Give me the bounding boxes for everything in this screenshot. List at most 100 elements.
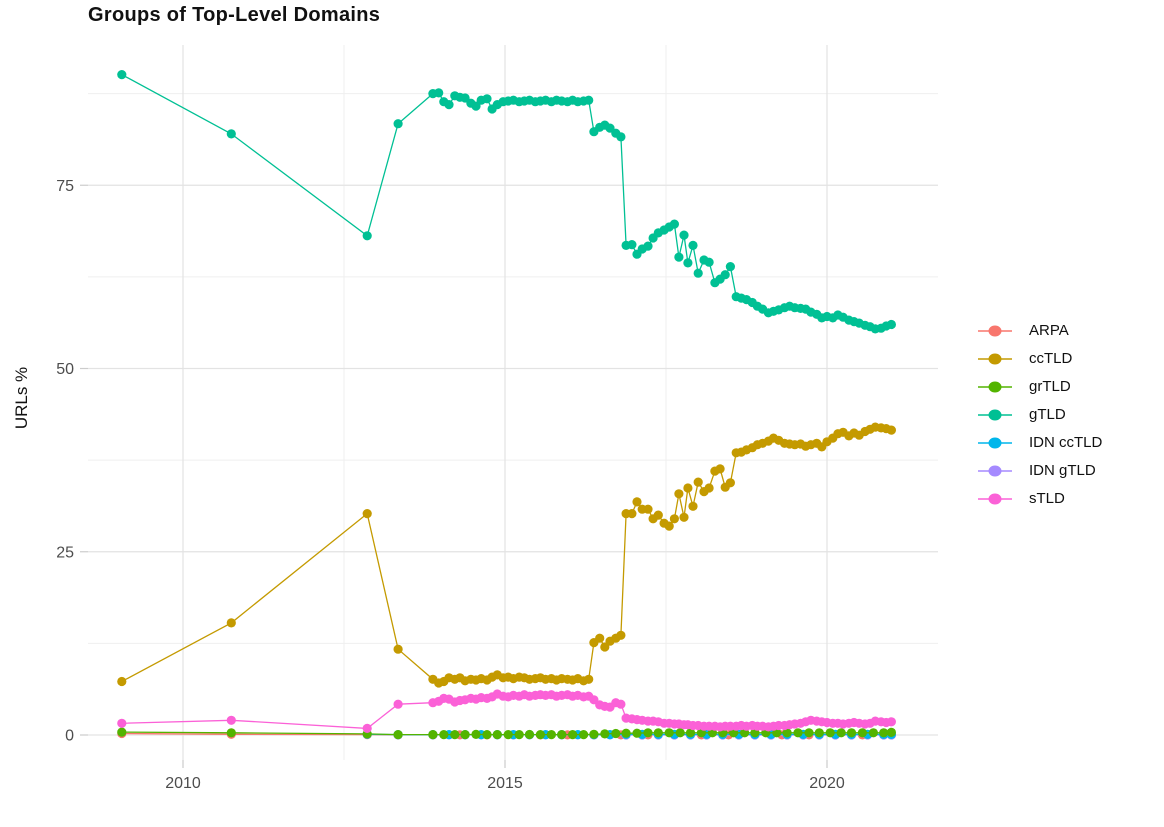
data-point (616, 630, 626, 640)
data-point (428, 730, 438, 740)
data-point (568, 730, 578, 740)
legend-item-idn-cctld: IDN ccTLD (977, 432, 1102, 453)
legend-label: ARPA (1029, 322, 1069, 339)
data-point (886, 717, 897, 727)
data-point (117, 676, 127, 687)
data-point (621, 728, 631, 738)
y-tick-label: 75 (56, 178, 74, 195)
series-stld (117, 689, 897, 734)
data-point (393, 644, 403, 654)
data-point (653, 510, 663, 520)
data-point (226, 715, 236, 725)
data-point (693, 268, 703, 278)
data-point (679, 230, 689, 240)
legend-key-icon (978, 409, 1012, 420)
data-point (632, 728, 642, 738)
series-cctld (117, 422, 897, 688)
data-point (674, 489, 684, 499)
data-point (444, 100, 454, 110)
data-point (589, 729, 599, 739)
legend-key-icon (978, 465, 1012, 476)
data-point (685, 728, 696, 738)
data-point (643, 504, 653, 514)
data-point (836, 728, 846, 738)
legend-label: IDN ccTLD (1029, 434, 1103, 451)
data-point (643, 241, 653, 251)
data-point (439, 730, 449, 740)
data-point (804, 728, 814, 738)
data-point (226, 728, 236, 738)
data-point (611, 728, 621, 739)
data-point (793, 728, 803, 738)
data-point (720, 270, 730, 280)
legend-item-arpa: ARPA (977, 320, 1102, 341)
legend-key-icon (978, 437, 1012, 448)
data-point (664, 521, 674, 531)
data-point (362, 508, 372, 519)
legend-label: gTLD (1029, 406, 1066, 423)
data-point (627, 508, 637, 519)
data-point (683, 258, 693, 268)
series-line (121, 426, 892, 684)
data-point (846, 728, 857, 738)
data-point (704, 257, 714, 267)
data-point (704, 483, 714, 493)
data-point (669, 514, 680, 524)
legend: ARPA ccTLD grTLD gTLD IDN ccTLD IDN gTLD sTLD (977, 320, 1102, 509)
data-point (434, 88, 444, 98)
data-point (579, 730, 589, 740)
data-point (450, 730, 460, 740)
data-point (117, 727, 127, 737)
data-point (683, 483, 693, 493)
legend-item-stld: sTLD (977, 488, 1102, 509)
data-point (393, 699, 403, 709)
series-gtld (117, 70, 897, 334)
legend-key-icon (978, 353, 1012, 364)
data-point (117, 70, 127, 80)
data-point (616, 132, 626, 142)
legend-item-gtld: gTLD (977, 404, 1102, 425)
data-point (616, 699, 626, 709)
legend-item-grtld: grTLD (977, 376, 1102, 397)
data-point (886, 319, 897, 330)
data-point (460, 730, 470, 740)
legend-key-icon (978, 325, 1012, 336)
data-point (782, 728, 792, 738)
y-tick-label: 50 (56, 361, 74, 378)
data-point (627, 240, 637, 250)
legend-item-idn-gtld: IDN gTLD (977, 460, 1102, 481)
data-point (117, 718, 127, 728)
data-point (226, 618, 236, 628)
legend-label: IDN gTLD (1029, 462, 1096, 479)
data-point (868, 728, 879, 738)
data-point (857, 728, 868, 738)
data-point (557, 730, 567, 740)
data-point (688, 240, 698, 250)
data-point (393, 119, 403, 129)
data-point (600, 729, 610, 739)
data-point (546, 730, 557, 740)
data-point (679, 512, 689, 522)
data-point (503, 730, 513, 740)
data-point (675, 728, 685, 738)
y-tick-label: 25 (56, 544, 74, 561)
x-tick-label: 2010 (165, 775, 201, 792)
data-point (226, 129, 236, 139)
data-point (362, 231, 372, 241)
legend-key-icon (978, 381, 1012, 392)
data-point (886, 727, 897, 738)
data-point (693, 477, 703, 487)
legend-item-cctld: ccTLD (977, 348, 1102, 369)
series-line (121, 74, 892, 330)
chart-title: Groups of Top-Level Domains (88, 4, 381, 26)
data-point (535, 730, 546, 740)
data-point (471, 101, 481, 111)
data-point (886, 425, 897, 435)
data-point (669, 219, 680, 229)
data-point (524, 729, 535, 740)
data-point (688, 501, 698, 511)
data-point (825, 728, 835, 738)
data-point (514, 730, 524, 740)
